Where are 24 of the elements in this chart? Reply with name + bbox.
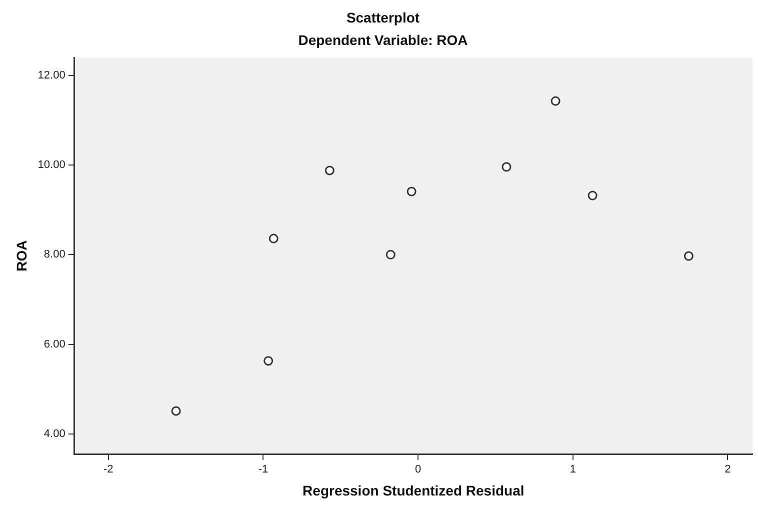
point	[324, 166, 334, 176]
y-axis-title: ROA	[13, 240, 30, 272]
x-tick-label: -2	[104, 464, 114, 476]
point	[684, 251, 694, 261]
x-tick-label: 1	[570, 464, 576, 476]
x-tick-label: -1	[258, 464, 268, 476]
y-tick-label: 10.00	[38, 159, 66, 172]
y-tick-label: 6.00	[44, 338, 66, 350]
point	[502, 162, 512, 172]
point	[386, 250, 396, 260]
y-tick-label: 4.00	[44, 428, 66, 440]
y-tick-label: 8.00	[44, 248, 66, 261]
point	[268, 234, 278, 244]
y-tick-label: 12.00	[38, 70, 66, 82]
x-axis-title: Regression Studentized Residual	[302, 482, 524, 498]
chart-title: Scatterplot	[346, 9, 420, 26]
point	[550, 96, 560, 106]
point	[588, 190, 598, 200]
x-tick-label: 0	[414, 464, 422, 476]
chart-subtitle: Dependent Variable: ROA	[298, 32, 468, 48]
x-tick-label: 2	[724, 464, 731, 476]
point	[171, 406, 181, 416]
point	[264, 356, 274, 366]
point	[406, 186, 416, 196]
